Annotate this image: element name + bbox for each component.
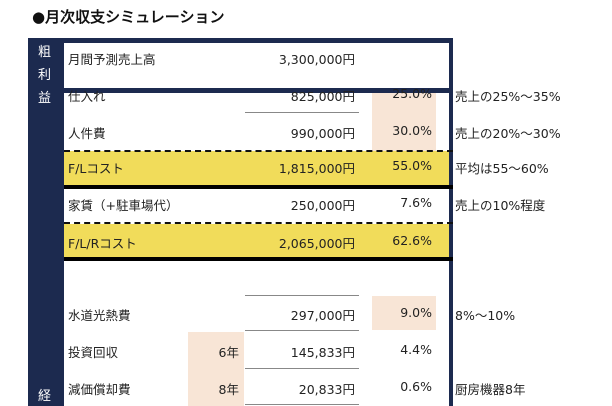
row-value: 250,000円 [290, 198, 355, 213]
row-value: 145,833円 [290, 345, 355, 360]
divider [245, 112, 359, 113]
row-pct: 55.0% [392, 158, 432, 173]
side-label: 粗 [38, 45, 52, 60]
row-label: 減価償却費 [68, 382, 131, 397]
divider [245, 368, 359, 369]
thick-divider [64, 185, 453, 189]
side-label: 経 [38, 389, 52, 404]
row-value: 990,000円 [290, 126, 355, 141]
side-band [28, 38, 64, 406]
frame-top [28, 38, 453, 43]
flr-row-bg [64, 224, 449, 258]
row-note: 平均は55～60% [455, 161, 549, 176]
row-note: 8%～10% [455, 308, 516, 323]
page-title: ●月次収支シミュレーション [32, 8, 225, 26]
row-note: 売上の20%～30% [455, 126, 561, 141]
row-value: 825,000円 [290, 89, 355, 104]
row-note: 売上の25%～35% [455, 89, 561, 104]
row-pct: 4.4% [400, 342, 432, 357]
dashed-divider [64, 222, 453, 224]
row-pct: 25.0% [392, 86, 432, 101]
row-label: F/L/Rコスト [68, 236, 137, 251]
row-label: 家賃（+駐車場代） [68, 198, 179, 213]
row-value: 297,000円 [290, 308, 355, 323]
row-value: 3,300,000円 [278, 52, 355, 67]
divider [245, 404, 359, 405]
thick-divider [64, 257, 453, 261]
row-label: F/Lコスト [68, 161, 124, 176]
row-pct: 30.0% [392, 123, 432, 138]
row-label: 人件費 [68, 126, 106, 141]
dashed-divider [64, 150, 453, 152]
row-value: 2,065,000円 [278, 236, 355, 251]
row-label: 仕入れ [68, 89, 106, 104]
frame-separator [64, 88, 449, 93]
row-value: 20,833円 [298, 382, 355, 397]
divider [245, 295, 359, 296]
side-label: 益 [38, 91, 52, 106]
pct-highlight [372, 296, 436, 330]
side-label: 利 [38, 68, 52, 83]
row-years: 8年 [218, 382, 239, 397]
row-pct: 0.6% [400, 379, 432, 394]
row-label: 月間予測売上高 [68, 52, 156, 67]
row-pct: 9.0% [400, 305, 432, 320]
row-pct: 7.6% [400, 195, 432, 210]
row-note: 売上の10%程度 [455, 198, 546, 213]
row-value: 1,815,000円 [278, 161, 355, 176]
row-pct: 62.6% [392, 233, 432, 248]
fl-row-bg [64, 151, 449, 185]
row-note: 厨房機器8年 [455, 382, 526, 397]
divider [245, 330, 359, 331]
years-highlight [188, 332, 244, 406]
row-years: 6年 [218, 345, 239, 360]
row-label: 投資回収 [68, 345, 119, 360]
row-label: 水道光熱費 [68, 308, 131, 323]
